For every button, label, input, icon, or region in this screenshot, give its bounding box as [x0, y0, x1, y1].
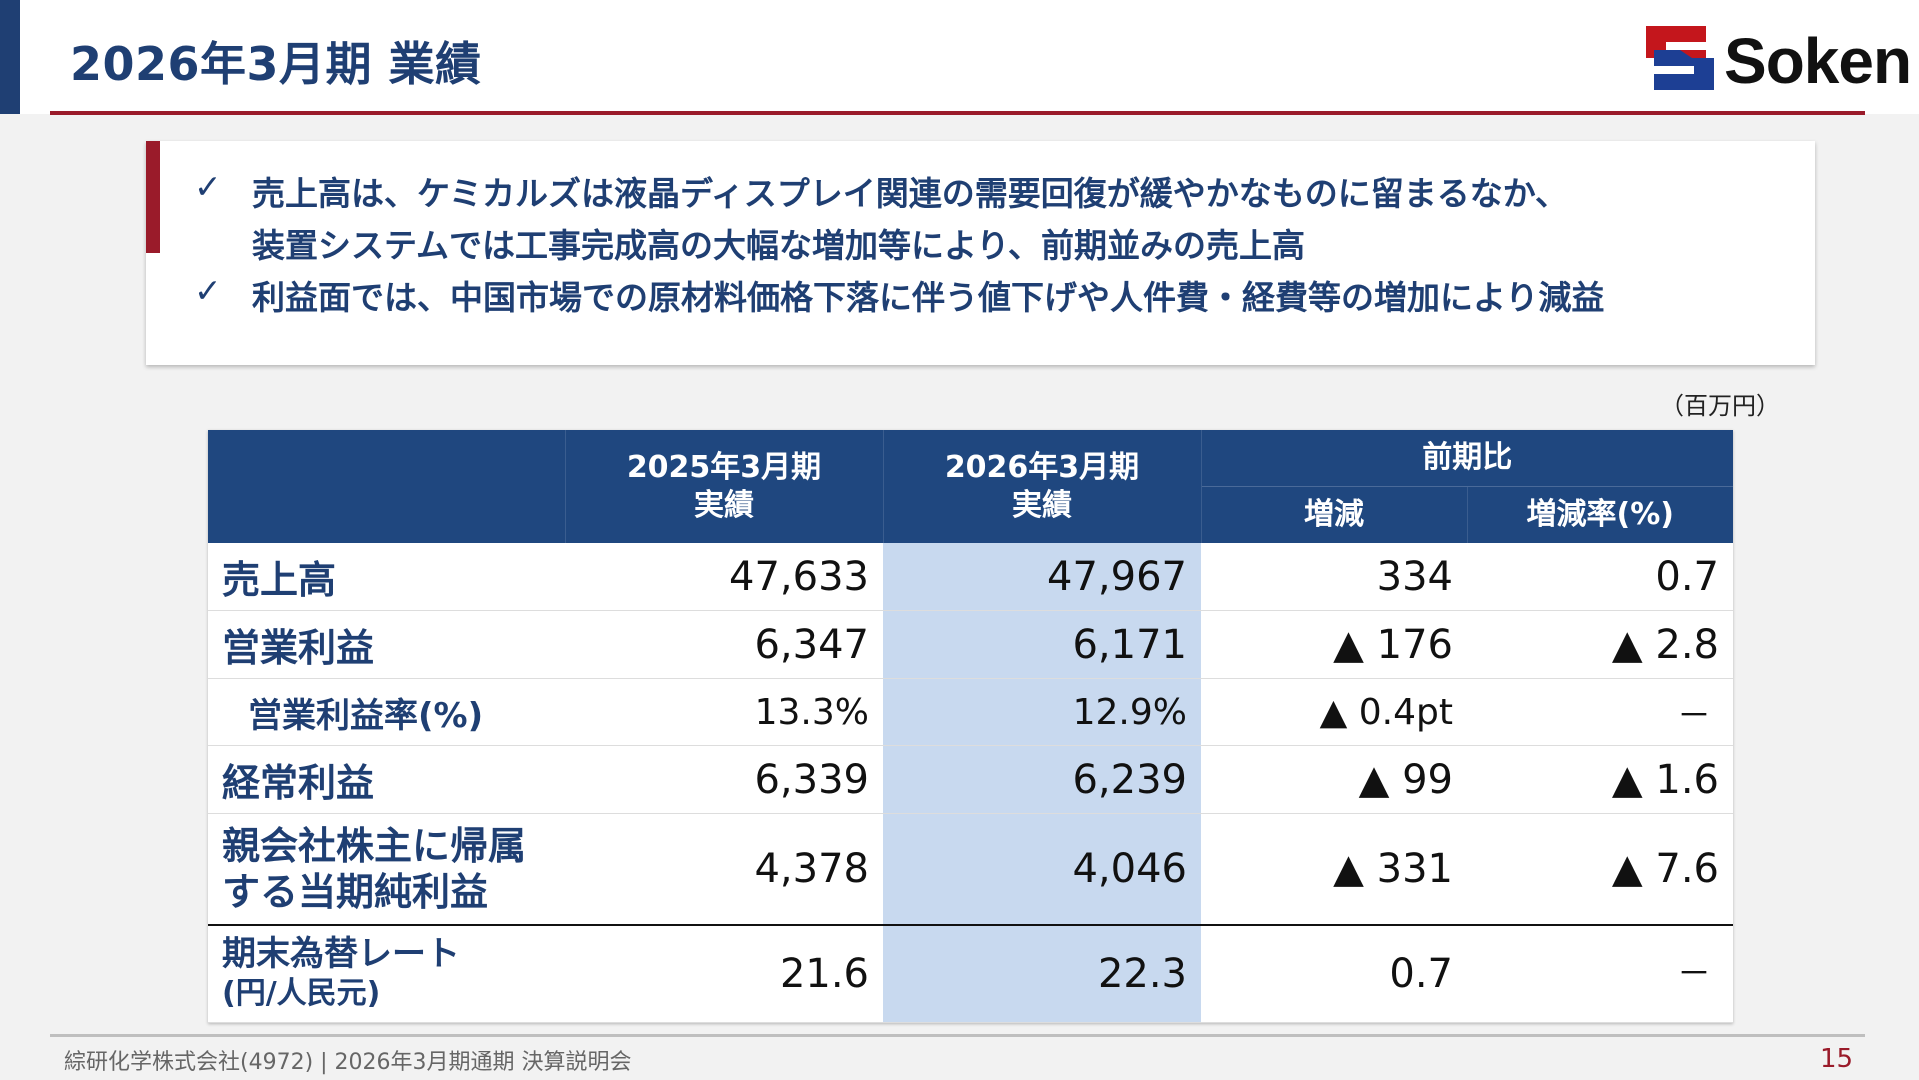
- cell-curr: 6,171: [883, 610, 1201, 679]
- cell-prev: 6,347: [565, 610, 883, 679]
- cell-curr: 4,046: [883, 813, 1201, 926]
- cell-prev: 6,339: [565, 745, 883, 814]
- header-comparison: 前期比: [1200, 430, 1733, 487]
- cell-prev: 13.3%: [565, 678, 883, 746]
- row-label-line-2: する当期純利益: [222, 870, 489, 914]
- row-label: 経常利益: [208, 745, 565, 814]
- cell-prev: 47,633: [565, 543, 883, 611]
- slide-header: 2026年3月期 業績 Soken: [0, 0, 1919, 114]
- header-accent-bar: [0, 0, 20, 114]
- cell-curr: 22.3: [883, 924, 1201, 1023]
- check-icon: ✓: [194, 271, 222, 310]
- cell-rate: －: [1467, 924, 1733, 1023]
- header-fy2025: 2025年3月期 実績: [564, 430, 883, 543]
- row-label: 親会社株主に帰属 する当期純利益: [208, 813, 565, 926]
- cell-change: 0.7: [1201, 924, 1467, 1023]
- footer-divider: [50, 1034, 1865, 1037]
- cell-rate: 0.7: [1467, 543, 1733, 611]
- soken-logo-icon: [1646, 26, 1714, 90]
- header-fy2025-period: 2025年3月期: [626, 449, 822, 485]
- row-label-line-2: (円/人民元): [222, 976, 381, 1011]
- cell-rate: ▲ 7.6: [1467, 813, 1733, 926]
- table-row-exchange-rate: 期末為替レート (円/人民元) 21.6 22.3 0.7 －: [208, 924, 1733, 1023]
- header-fy2026-period: 2026年3月期: [944, 449, 1140, 485]
- cell-rate: ▲ 2.8: [1467, 610, 1733, 679]
- table-row-ordinary-income: 経常利益 6,339 6,239 ▲ 99 ▲ 1.6: [208, 745, 1733, 814]
- row-label: 売上高: [208, 543, 565, 611]
- summary-bullet-2-line-1: 利益面では、中国市場での原材料価格下落に伴う値下げや人件費・経費等の増加により減…: [252, 278, 1605, 317]
- page-number: 15: [1820, 1044, 1854, 1074]
- table-row-operating-margin: 営業利益率(%) 13.3% 12.9% ▲ 0.4pt －: [208, 678, 1733, 746]
- header-fy2026-actual: 実績: [1012, 487, 1072, 523]
- summary-box: ✓ 売上高は、ケミカルズは液晶ディスプレイ関連の需要回復が緩やかなものに留まるな…: [146, 141, 1815, 365]
- cell-change: ▲ 176: [1201, 610, 1467, 679]
- cell-curr: 47,967: [883, 543, 1201, 611]
- results-table-wrapper: 2025年3月期 実績 2026年3月期 実績 前期比 増減 増減率(%) 売上…: [208, 430, 1733, 1023]
- row-label: 営業利益: [208, 610, 565, 679]
- cell-change: ▲ 99: [1201, 745, 1467, 814]
- row-label-line-1: 期末為替レート: [222, 934, 460, 974]
- check-icon: ✓: [194, 167, 222, 206]
- summary-bullet-1-line-1: 売上高は、ケミカルズは液晶ディスプレイ関連の需要回復が緩やかなものに留まるなか、: [252, 174, 1569, 213]
- company-logo: Soken: [1640, 18, 1912, 98]
- row-label: 営業利益率(%): [208, 678, 565, 746]
- cell-change: 334: [1201, 543, 1467, 611]
- cell-rate: －: [1467, 678, 1733, 746]
- header-divider: [50, 111, 1865, 115]
- cell-prev: 21.6: [565, 924, 883, 1023]
- table-row-net-income: 親会社株主に帰属 する当期純利益 4,378 4,046 ▲ 331 ▲ 7.6: [208, 813, 1733, 926]
- row-label-line-1: 親会社株主に帰属: [222, 824, 527, 868]
- cell-curr: 6,239: [883, 745, 1201, 814]
- logo-wordmark: Soken: [1724, 25, 1912, 97]
- header-fy2026: 2026年3月期 実績: [882, 430, 1201, 543]
- header-fy2025-actual: 実績: [694, 487, 754, 523]
- footer-text: 綜研化学株式会社(4972) | 2026年3月期通期 決算説明会: [64, 1050, 632, 1075]
- page-title: 2026年3月期 業績: [70, 37, 482, 91]
- unit-note: （百万円）: [1660, 392, 1780, 420]
- results-table: 2025年3月期 実績 2026年3月期 実績 前期比 増減 増減率(%) 売上…: [208, 430, 1733, 1023]
- cell-change: ▲ 331: [1201, 813, 1467, 926]
- table-row-net-sales: 売上高 47,633 47,967 334 0.7: [208, 543, 1733, 611]
- cell-curr: 12.9%: [883, 678, 1201, 746]
- cell-prev: 4,378: [565, 813, 883, 926]
- header-change: 増減: [1200, 486, 1467, 543]
- cell-rate: ▲ 1.6: [1467, 745, 1733, 814]
- table-row-operating-income: 営業利益 6,347 6,171 ▲ 176 ▲ 2.8: [208, 610, 1733, 679]
- cell-change: ▲ 0.4pt: [1201, 678, 1467, 746]
- header-blank-cell: [208, 430, 565, 543]
- header-change-rate: 増減率(%): [1466, 486, 1733, 543]
- summary-bullet-1-line-2: 装置システムでは工事完成高の大幅な増加等により、前期並みの売上高: [252, 226, 1306, 265]
- summary-accent-bar: [146, 141, 160, 253]
- row-label: 期末為替レート (円/人民元): [208, 924, 565, 1023]
